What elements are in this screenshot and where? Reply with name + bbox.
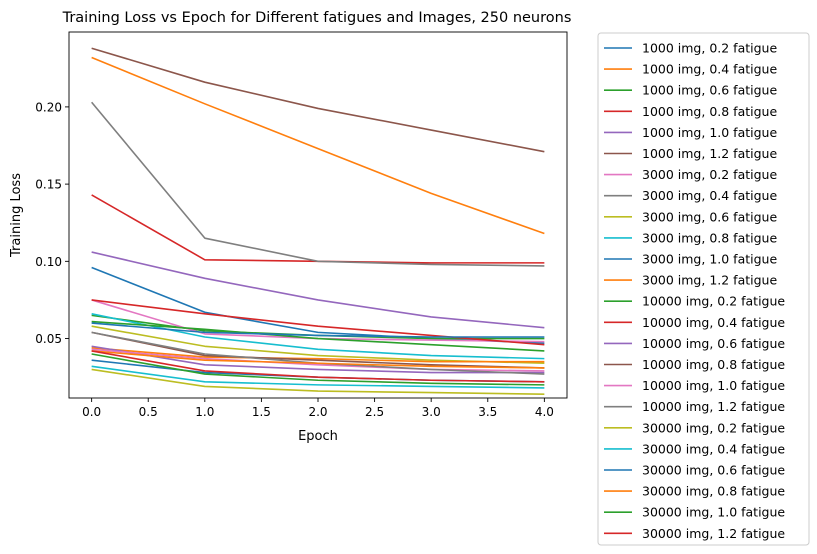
y-axis-label: Training Loss [9,173,24,258]
legend-label-13: 10000 img, 0.4 fatigue [642,315,785,330]
series-line-7 [91,101,545,267]
series-line-4 [91,251,545,329]
legend-label-14: 10000 img, 0.6 fatigue [642,336,785,351]
x-tick-label: 3.5 [478,405,497,419]
legend-label-21: 30000 img, 0.8 fatigue [642,484,785,499]
x-tick-label: 1.5 [252,405,271,419]
series-line-22 [91,353,545,386]
legend-label-10: 3000 img, 1.0 fatigue [642,252,777,267]
series-line-16 [91,348,545,372]
y-tick-label: 0.10 [35,255,62,269]
legend-label-5: 1000 img, 1.2 fatigue [642,146,777,161]
legend-frame [597,32,810,546]
x-axis-ticks: 0.0 0.5 1.0 1.5 2.0 2.5 3.0 3.5 4.0 [82,398,554,419]
legend-label-4: 1000 img, 1.0 fatigue [642,125,777,140]
y-axis-ticks: 0.05 0.10 0.15 0.20 [35,100,69,346]
series-line-1 [91,56,545,235]
series-line-0 [91,266,545,344]
plot-area [91,47,545,395]
legend-label-15: 10000 img, 0.8 fatigue [642,357,785,372]
series-line-21 [91,350,545,369]
series-line-5 [91,47,545,153]
y-tick-label: 0.20 [35,100,62,114]
legend-label-12: 10000 img, 0.2 fatigue [642,294,785,309]
legend-label-3: 1000 img, 0.8 fatigue [642,104,777,119]
series-line-15 [91,331,545,369]
x-tick-label: 3.0 [422,405,441,419]
x-tick-label: 2.0 [308,405,327,419]
x-tick-label: 4.0 [535,405,554,419]
legend-label-16: 10000 img, 1.0 fatigue [642,378,785,393]
legend-label-6: 3000 img, 0.2 fatigue [642,167,777,182]
legend: 1000 img, 0.2 fatigue 1000 img, 0.4 fatig… [597,32,810,546]
legend-label-22: 30000 img, 1.0 fatigue [642,505,785,520]
x-axis-label: Epoch [298,429,338,444]
legend-label-0: 1000 img, 0.2 fatigue [642,41,777,56]
legend-label-9: 3000 img, 0.8 fatigue [642,230,777,245]
series-line-19 [91,365,545,389]
series-line-14 [91,345,545,374]
legend-label-2: 1000 img, 0.6 fatigue [642,83,777,98]
series-line-11 [91,347,545,363]
x-tick-label: 1.0 [195,405,214,419]
series-line-20 [91,322,545,338]
series-line-12 [91,320,545,352]
legend-label-7: 3000 img, 0.4 fatigue [642,188,777,203]
series-line-13 [91,299,545,346]
legend-label-8: 3000 img, 0.6 fatigue [642,209,777,224]
x-tick-label: 2.5 [365,405,384,419]
series-line-18 [91,368,545,395]
legend-label-1: 1000 img, 0.4 fatigue [642,62,777,77]
legend-label-17: 10000 img, 1.2 fatigue [642,399,785,414]
chart-title: Training Loss vs Epoch for Different fat… [62,10,572,26]
y-tick-label: 0.15 [35,178,62,192]
x-tick-label: 0.5 [139,405,158,419]
legend-label-19: 30000 img, 0.4 fatigue [642,441,785,456]
y-tick-label: 0.05 [35,332,62,346]
legend-label-18: 30000 img, 0.2 fatigue [642,420,785,435]
x-tick-label: 0.0 [82,405,101,419]
legend-label-11: 3000 img, 1.2 fatigue [642,273,777,288]
series-line-23 [91,350,545,383]
legend-label-20: 30000 img, 0.6 fatigue [642,463,785,478]
legend-label-23: 30000 img, 1.2 fatigue [642,526,785,541]
series-line-3 [91,194,545,264]
